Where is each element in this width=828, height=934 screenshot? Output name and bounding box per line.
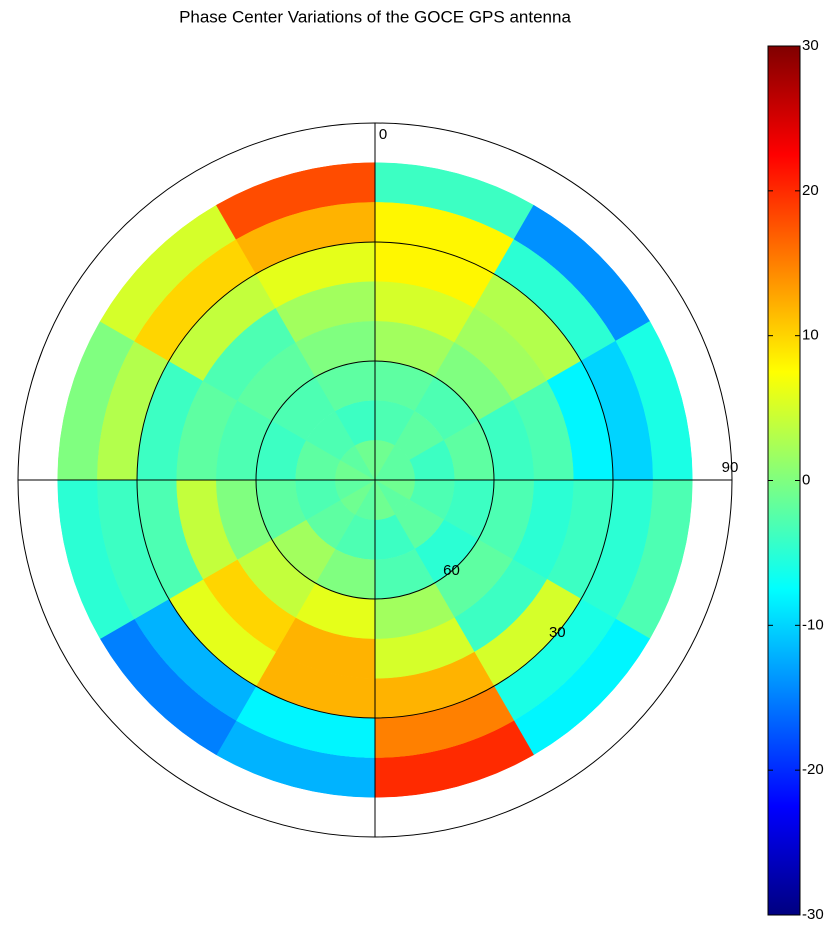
theta-tick-label: 90 [722,459,739,476]
r-tick-label: 60 [443,562,460,579]
colorbar-scale [767,45,801,916]
colorbar-tick-label: -20 [802,761,824,778]
colorbar-tick-label: 20 [802,182,819,199]
colorbar-tick-label: -30 [802,906,824,923]
colorbar-tick-label: 10 [802,327,819,344]
heatmap [57,162,693,798]
colorbar: -30 -20 -10 0 10 20 30 [767,37,824,923]
polar-axes: 30 60 0 90 [17,122,739,838]
theta-tick-label: 0 [379,126,387,143]
colorbar-tick-label: 0 [802,471,810,488]
chart-title: Phase Center Variations of the GOCE GPS … [179,7,571,26]
colorbar-tick-label: 30 [802,37,819,54]
r-tick-label: 30 [549,624,566,641]
colorbar-tick-label: -10 [802,616,824,633]
